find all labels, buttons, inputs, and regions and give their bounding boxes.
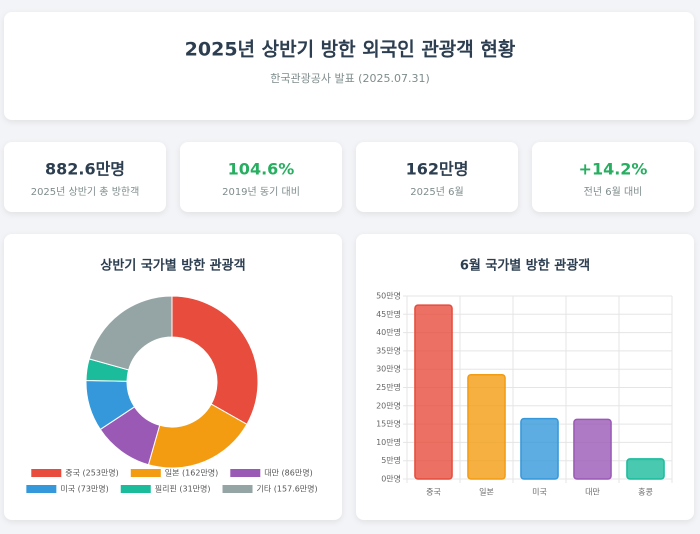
stat-card: [356, 142, 518, 212]
y-tick-label: 25만명: [376, 382, 401, 392]
stat-value: +14.2%: [579, 160, 648, 179]
legend-label: 중국 (253만명): [65, 468, 119, 478]
legend-swatch: [31, 469, 62, 477]
bar: [573, 418, 612, 480]
y-tick-label: 45만명: [376, 309, 401, 319]
y-tick-label: 35만명: [376, 345, 401, 355]
page-subtitle: 한국관광공사 발표 (2025.07.31): [270, 72, 430, 85]
y-tick-label: 5만명: [381, 455, 401, 465]
stat-value: 104.6%: [228, 160, 295, 179]
chart-title: 6월 국가별 방한 관광객: [460, 258, 590, 274]
x-tick-label: 미국: [532, 488, 547, 497]
legend-label: 대만 (86만명): [264, 468, 312, 478]
stat-value: 162만명: [406, 160, 469, 179]
y-tick-label: 0만명: [381, 474, 401, 484]
legend-label: 미국 (73만명): [60, 484, 108, 494]
donut-slice: [171, 295, 259, 425]
y-tick-label: 20만명: [376, 400, 401, 410]
stat-card: [4, 142, 166, 212]
legend-label: 필리핀 (31만명): [155, 484, 211, 494]
x-tick-label: 대만: [585, 488, 600, 497]
stat-label: 2019년 동기 대비: [222, 186, 300, 198]
y-tick-label: 10만명: [376, 437, 401, 447]
legend-label: 일본 (162만명): [165, 468, 219, 478]
x-tick-label: 일본: [479, 488, 494, 497]
header-card: [4, 12, 694, 120]
legend-label: 기타 (157.6만명): [257, 484, 318, 494]
x-tick-label: 홍콩: [638, 487, 653, 497]
stat-card: [180, 142, 342, 212]
y-tick-label: 15만명: [376, 419, 401, 429]
stat-card: [532, 142, 694, 212]
legend-swatch: [130, 469, 161, 477]
stat-label: 2025년 6월: [410, 186, 463, 198]
legend-swatch: [120, 485, 151, 493]
y-tick-label: 50만명: [376, 291, 401, 301]
bar: [414, 304, 453, 480]
y-tick-label: 30만명: [376, 364, 401, 374]
stat-value: 882.6만명: [45, 160, 125, 179]
donut-slice: [88, 295, 173, 371]
stat-label: 전년 6월 대비: [584, 186, 643, 198]
x-tick-label: 중국: [426, 488, 441, 497]
bar: [467, 373, 506, 480]
legend-swatch: [222, 485, 253, 493]
chart-card: [4, 234, 342, 520]
y-tick-label: 40만명: [376, 327, 401, 337]
bar: [520, 417, 559, 480]
bar: [626, 458, 665, 480]
stat-label: 2025년 상반기 총 방한객: [31, 186, 140, 198]
chart-title: 상반기 국가별 방한 관광객: [100, 258, 245, 274]
legend-swatch: [230, 469, 261, 477]
legend-swatch: [26, 485, 57, 493]
page-title: 2025년 상반기 방한 외국인 관광객 현황: [185, 38, 516, 61]
